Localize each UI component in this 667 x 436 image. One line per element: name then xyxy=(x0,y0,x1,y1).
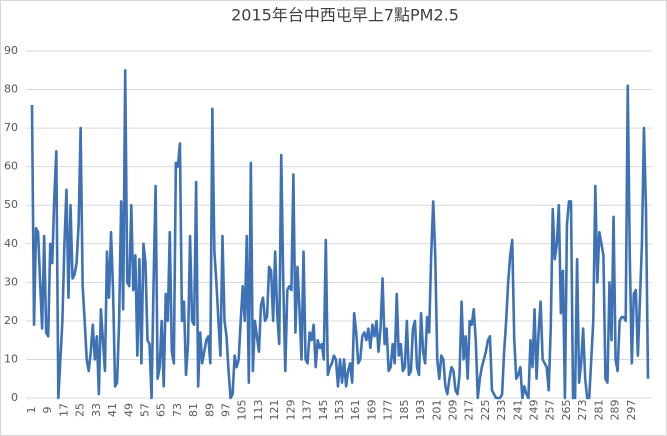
x-tick-label: 9 xyxy=(41,407,54,414)
x-tick-label: 33 xyxy=(90,403,103,417)
y-tick-label: 30 xyxy=(4,275,18,288)
x-tick-label: 153 xyxy=(333,400,346,421)
x-tick-label: 257 xyxy=(544,400,557,421)
x-tick-label: 217 xyxy=(463,400,476,421)
x-tick-label: 209 xyxy=(446,400,459,421)
x-tick-label: 225 xyxy=(479,400,492,421)
x-tick-label: 89 xyxy=(203,403,216,417)
x-tick-label: 161 xyxy=(349,400,362,421)
x-tick-label: 233 xyxy=(495,399,508,420)
x-tick-label: 265 xyxy=(560,400,573,421)
x-tick-label: 81 xyxy=(187,403,200,417)
x-tick-label: 113 xyxy=(252,400,265,421)
x-tick-label: 281 xyxy=(592,400,605,421)
x-tick-label: 25 xyxy=(74,403,87,417)
x-tick-label: 49 xyxy=(122,403,135,417)
y-tick-label: 20 xyxy=(4,314,18,327)
y-tick-label: 80 xyxy=(4,83,18,96)
x-tick-label: 121 xyxy=(268,400,281,421)
x-tick-label: 105 xyxy=(236,400,249,421)
y-tick-label: 10 xyxy=(4,352,18,365)
x-tick-label: 57 xyxy=(138,403,151,417)
x-tick-label: 137 xyxy=(301,400,314,421)
data-line xyxy=(30,68,650,400)
x-tick-label: 129 xyxy=(284,400,297,421)
x-tick-label: 177 xyxy=(382,400,395,421)
x-tick-label: 169 xyxy=(365,400,378,421)
chart-title: 2015年台中西屯早上7點PM2.5 xyxy=(231,6,459,25)
y-tick-label: 90 xyxy=(4,44,18,57)
x-tick-label: 97 xyxy=(220,403,233,417)
x-tick-label: 201 xyxy=(430,400,443,421)
y-tick-label: 50 xyxy=(4,198,18,211)
x-tick-label: 1 xyxy=(25,407,38,414)
x-tick-label: 289 xyxy=(609,400,622,421)
x-tick-label: 145 xyxy=(317,400,330,421)
x-tick-label: 73 xyxy=(171,403,184,417)
y-tick-label: 40 xyxy=(4,237,18,250)
y-tick-label: 70 xyxy=(4,121,18,134)
x-tick-label: 297 xyxy=(625,400,638,421)
y-tick-label: 0 xyxy=(11,391,18,404)
x-tick-label: 249 xyxy=(528,400,541,421)
x-tick-label: 185 xyxy=(398,400,411,421)
x-tick-label: 17 xyxy=(57,403,70,417)
x-tick-label: 41 xyxy=(106,403,119,417)
y-tick-label: 60 xyxy=(4,160,18,173)
x-tick-label: 65 xyxy=(155,403,168,417)
x-tick-label: 241 xyxy=(511,400,524,421)
x-tick-label: 193 xyxy=(414,400,427,421)
x-tick-label: 273 xyxy=(576,400,589,421)
